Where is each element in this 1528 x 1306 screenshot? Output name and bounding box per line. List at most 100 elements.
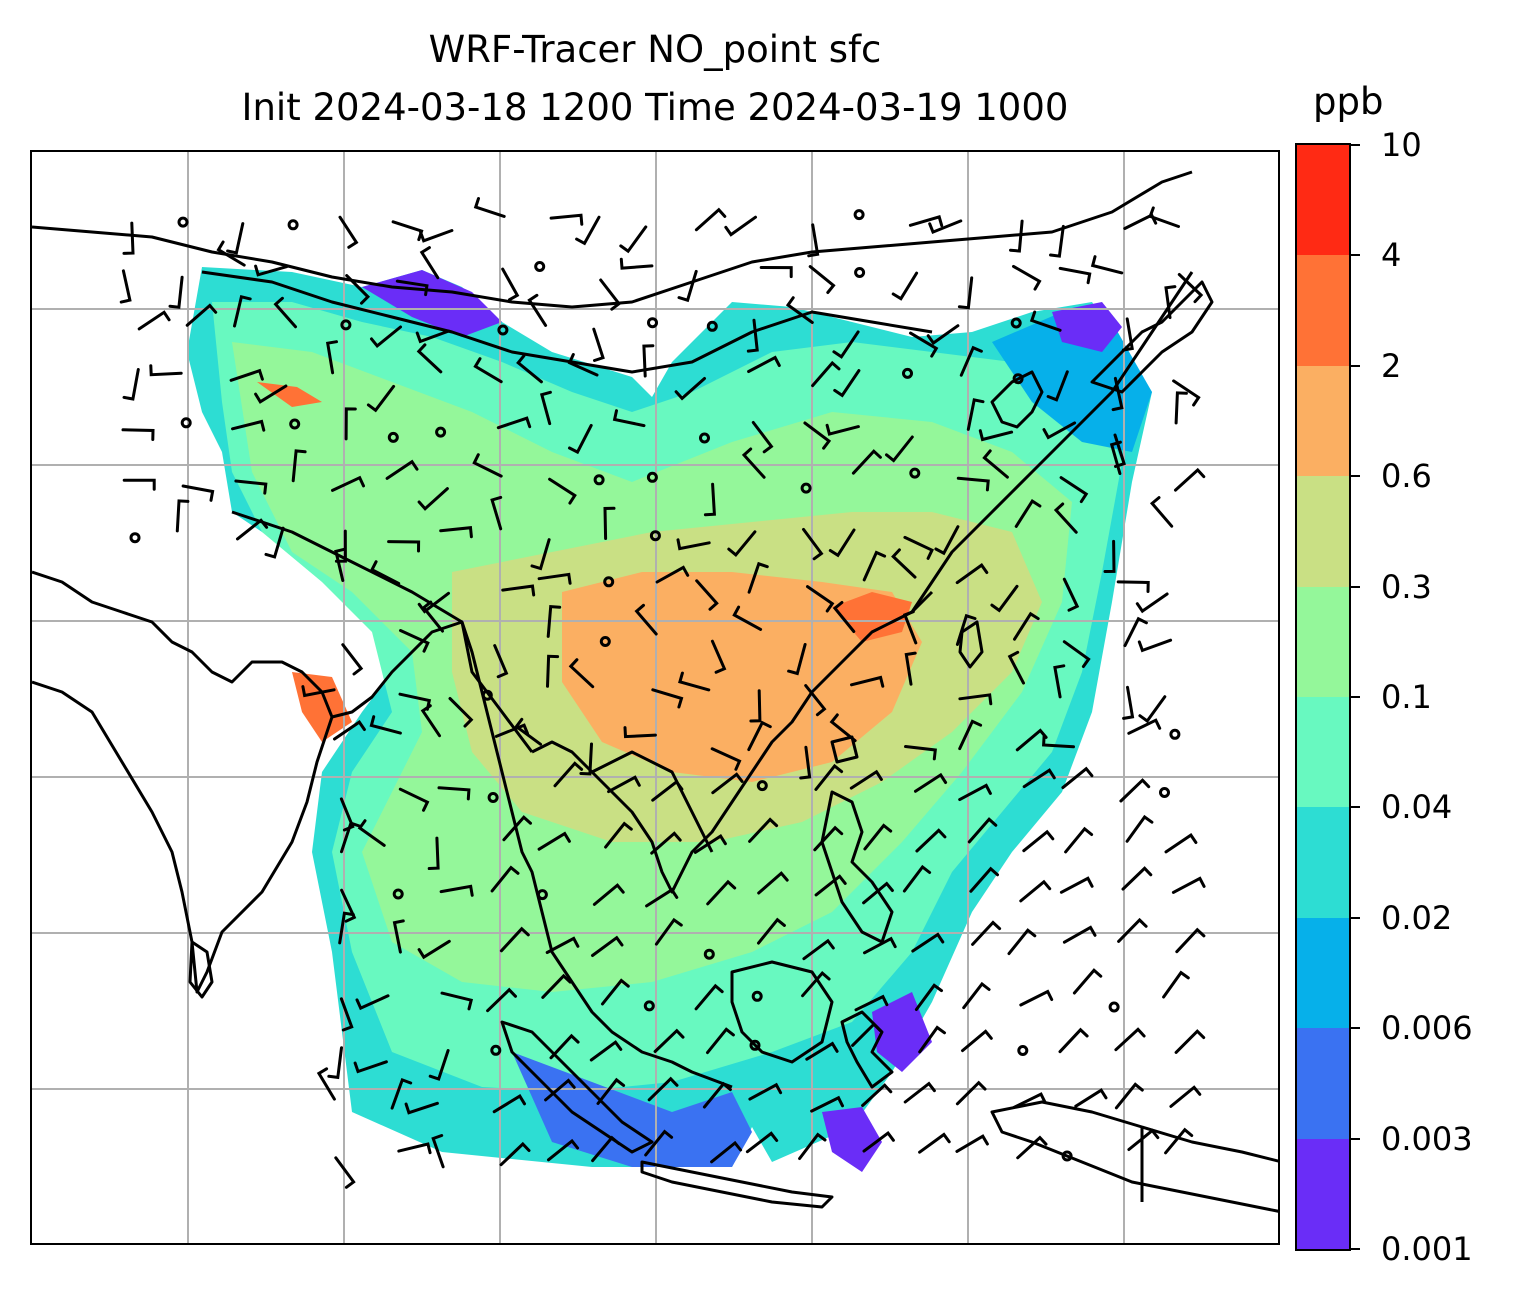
calm-wind-marker [287,219,299,231]
wind-barb [1114,1082,1144,1110]
wind-barb [1127,718,1162,735]
calm-wind-marker [749,1039,761,1051]
wind-barb [398,787,430,812]
wind-barb [710,1140,743,1164]
wind-barb [579,742,593,776]
wind-barb [904,651,917,686]
wind-barb [537,831,571,851]
calm-wind-marker [1159,787,1170,798]
wind-barb [546,604,562,638]
wind-barb [1122,685,1135,720]
wind-barb [829,713,857,743]
wind-barb [185,303,218,327]
wind-barb [703,482,716,517]
colorbar-tick [1351,144,1360,146]
wind-barb [619,225,648,254]
wind-barb [547,1138,580,1162]
wind-barb [1074,1088,1108,1108]
plot-title-line-2: Init 2024-03-18 1200 Time 2024-03-19 100… [241,86,1069,129]
wind-barb [1162,970,1190,999]
wind-barb [502,815,532,842]
wind-barb [647,1076,679,1102]
wind-barb [499,926,530,953]
wind-barb [416,343,443,374]
wind-barb [390,1077,413,1110]
wind-barb [231,419,266,432]
wind-barb [493,644,509,679]
wind-barb [651,779,684,802]
wind-barb [918,1132,951,1154]
field-fringe-south-purple [822,1107,882,1172]
wind-barb [651,688,684,709]
wind-barb [1164,1127,1194,1155]
wind-barb [911,932,945,953]
calm-wind-marker [599,636,611,647]
wind-barb [961,1029,993,1053]
calm-wind-marker [497,324,509,336]
wind-barb [1019,879,1052,903]
calm-wind-marker [340,319,352,331]
wind-barb [903,1081,936,1104]
wind-barb [549,213,584,226]
wind-barb [1148,206,1180,228]
wind-barb [575,215,601,246]
wind-barb [1049,224,1065,258]
wind-barb [724,215,757,237]
colorbar-tick-label: 10 [1381,126,1422,164]
wind-barb [710,639,727,674]
calm-wind-marker [1061,1150,1073,1162]
wind-barb [958,783,992,802]
wind-barb [676,538,711,551]
wind-barb [814,763,844,791]
wind-barb [490,495,503,531]
wind-barb [1058,266,1092,285]
wind-barb [706,879,737,906]
wind-barb [440,991,474,1011]
wind-barb [971,920,1002,946]
coastline-new-guinea [990,1100,1278,1213]
wind-barb [229,368,264,382]
wind-barb [427,836,440,870]
field-domain-hotspot-b [292,672,352,742]
colorbar-tick-label: 0.04 [1381,788,1453,827]
wind-barb [654,917,683,946]
calm-wind-marker [647,317,658,329]
colorbar-units-label: ppb [1313,80,1384,123]
colorbar-segment [1297,807,1349,918]
wind-barb [344,407,357,441]
wind-barb [1007,928,1037,956]
calm-wind-marker [481,689,493,701]
coastline-japan [1090,280,1214,394]
wind-barb [990,584,1019,613]
field-fringe-east-purple [872,992,932,1072]
coastline-hainan [830,735,859,764]
wind-barb [385,459,419,480]
wind-barb [216,240,246,267]
wind-barb [745,1131,779,1154]
colorbar-tick [1351,1027,1360,1030]
wind-barb [956,476,990,492]
wind-barb [415,329,450,344]
wind-barb [914,983,943,1011]
wind-barb [828,528,856,558]
wind-barb [417,591,450,614]
wind-barb [851,1022,882,1047]
wind-barb [1174,391,1188,425]
wind-barb [546,654,560,688]
wind-barb [387,540,421,553]
wind-barb [751,421,774,454]
plot-title-line-1: WRF-Tracer NO_point sfc [428,28,882,71]
wind-barb [1164,285,1177,320]
wind-barb [1059,876,1094,894]
wind-barb [530,538,551,571]
field-fringe-northeast-blue [992,312,1152,452]
wind-barb [958,693,993,706]
colorbar-tick-label: 0.02 [1381,898,1453,937]
wind-barb [650,831,682,855]
wind-barb [122,478,156,491]
colorbar-segment [1297,476,1349,587]
wind-barb [494,723,529,738]
concentration-field [187,267,1152,1172]
wind-barb [121,428,155,441]
wind-barb [264,526,285,559]
